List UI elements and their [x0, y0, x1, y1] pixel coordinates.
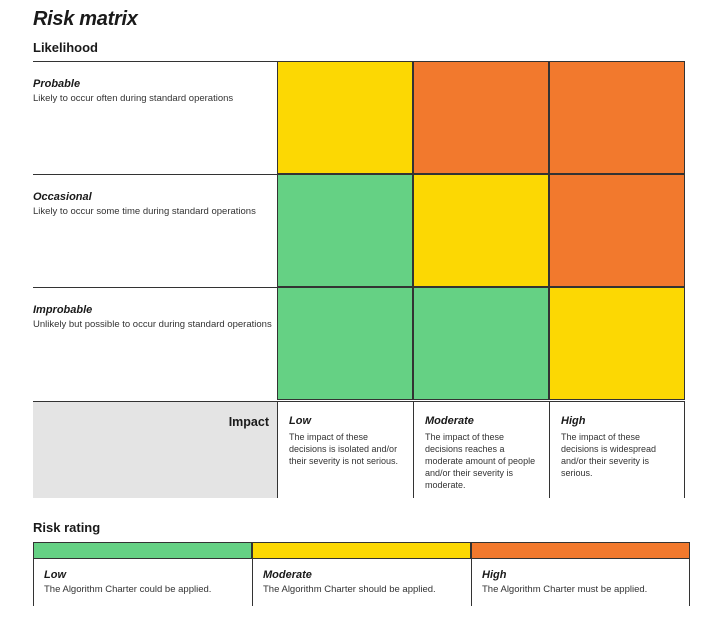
likelihood-name: Occasional — [33, 191, 92, 203]
likelihood-name: Improbable — [33, 304, 93, 316]
likelihood-description: Unlikely but possible to occur during st… — [33, 319, 272, 330]
matrix-cell — [413, 287, 549, 400]
rating-name: Moderate — [263, 569, 312, 581]
rating-swatch — [471, 542, 690, 559]
risk-rating-legend: Low The Algorithm Charter could be appli… — [33, 542, 690, 606]
likelihood-row-probable: Probable Likely to occur often during st… — [33, 61, 277, 174]
likelihood-heading: Likelihood — [33, 40, 98, 55]
matrix-cell — [549, 287, 685, 400]
rating-body: High The Algorithm Charter must be appli… — [471, 559, 690, 606]
impact-name: High — [561, 415, 586, 427]
matrix-cell — [549, 61, 685, 174]
impact-name: Moderate — [425, 415, 474, 427]
page-title: Risk matrix — [33, 8, 138, 30]
rating-swatch — [33, 542, 252, 559]
impact-description: The impact of these decisions reaches a … — [425, 432, 536, 490]
risk-matrix: Probable Likely to occur often during st… — [33, 61, 686, 498]
impact-column-high: High The impact of these decisions is wi… — [549, 401, 685, 498]
rating-body: Low The Algorithm Charter could be appli… — [33, 559, 252, 606]
rating-name: High — [482, 569, 507, 581]
likelihood-name: Probable — [33, 78, 81, 90]
impact-axis-label: Impact — [33, 401, 277, 498]
matrix-cell — [277, 61, 413, 174]
matrix-cell — [413, 61, 549, 174]
impact-description: The impact of these decisions is widespr… — [561, 432, 657, 478]
likelihood-row-improbable: Improbable Unlikely but possible to occu… — [33, 287, 277, 400]
risk-rating-moderate: Moderate The Algorithm Charter should be… — [252, 542, 471, 606]
matrix-cell — [413, 174, 549, 287]
risk-rating-heading: Risk rating — [33, 520, 101, 535]
rating-description: The Algorithm Charter must be applied. — [482, 584, 648, 595]
likelihood-description: Likely to occur some time during standar… — [33, 206, 256, 217]
impact-name: Low — [289, 415, 311, 427]
rating-body: Moderate The Algorithm Charter should be… — [252, 559, 471, 606]
impact-column-low: Low The impact of these decisions is iso… — [277, 401, 413, 498]
likelihood-description: Likely to occur often during standard op… — [33, 93, 234, 104]
rating-name: Low — [44, 569, 66, 581]
impact-description: The impact of these decisions is isolate… — [289, 432, 399, 466]
impact-column-moderate: Moderate The impact of these decisions r… — [413, 401, 549, 498]
likelihood-row-occasional: Occasional Likely to occur some time dur… — [33, 174, 277, 287]
risk-rating-low: Low The Algorithm Charter could be appli… — [33, 542, 252, 606]
matrix-cell — [277, 174, 413, 287]
risk-rating-high: High The Algorithm Charter must be appli… — [471, 542, 690, 606]
matrix-cell — [277, 287, 413, 400]
rating-swatch — [252, 542, 471, 559]
matrix-cell — [549, 174, 685, 287]
rating-description: The Algorithm Charter should be applied. — [263, 584, 436, 595]
rating-description: The Algorithm Charter could be applied. — [44, 584, 212, 595]
